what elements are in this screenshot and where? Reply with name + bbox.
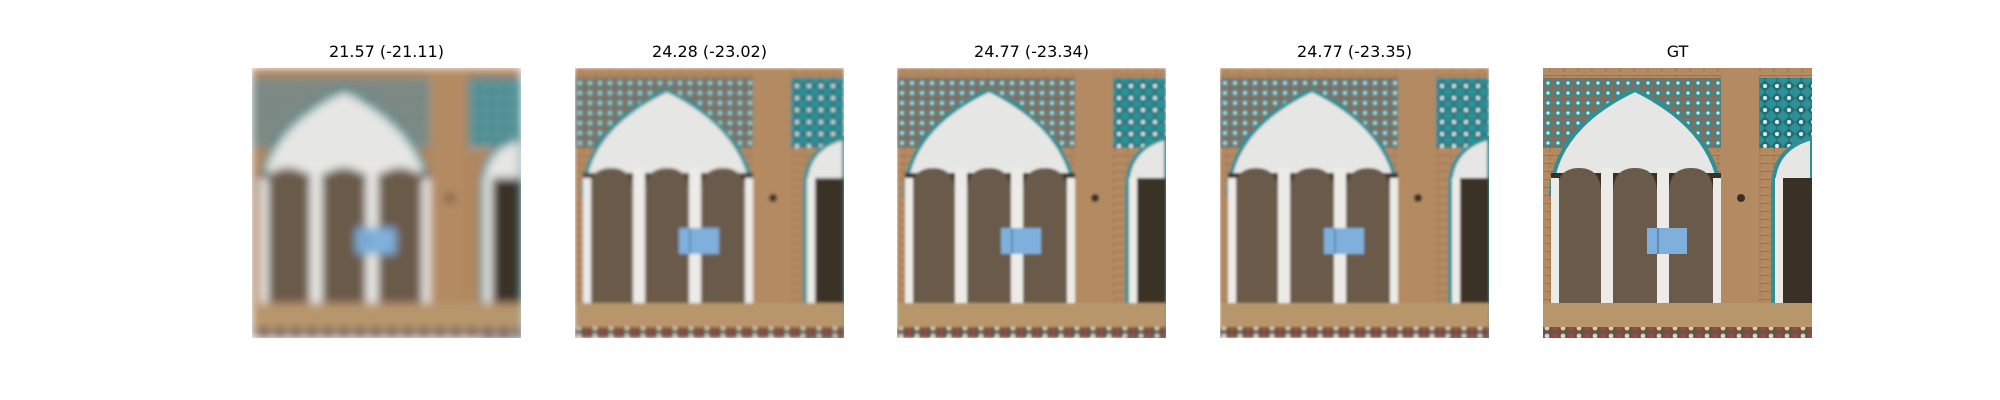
panel-1-title: 21.57 (-21.11): [329, 42, 444, 61]
panel-2: 24.28 (-23.02): [575, 41, 844, 338]
panel-5-title: GT: [1666, 42, 1689, 61]
panel-1-image: [252, 68, 521, 338]
panel-3-title: 24.77 (-23.34): [974, 42, 1089, 61]
panel-3: 24.77 (-23.34): [897, 41, 1166, 338]
panel-5: GT: [1543, 41, 1812, 338]
panel-4: 24.77 (-23.35): [1220, 41, 1489, 338]
panel-5-image: [1543, 68, 1812, 338]
panel-4-title: 24.77 (-23.35): [1297, 42, 1412, 61]
panel-2-image: [575, 68, 844, 338]
panel-3-image: [897, 68, 1166, 338]
panel-1: 21.57 (-21.11): [252, 41, 521, 338]
panel-2-title: 24.28 (-23.02): [652, 42, 767, 61]
panel-4-image: [1220, 68, 1489, 338]
